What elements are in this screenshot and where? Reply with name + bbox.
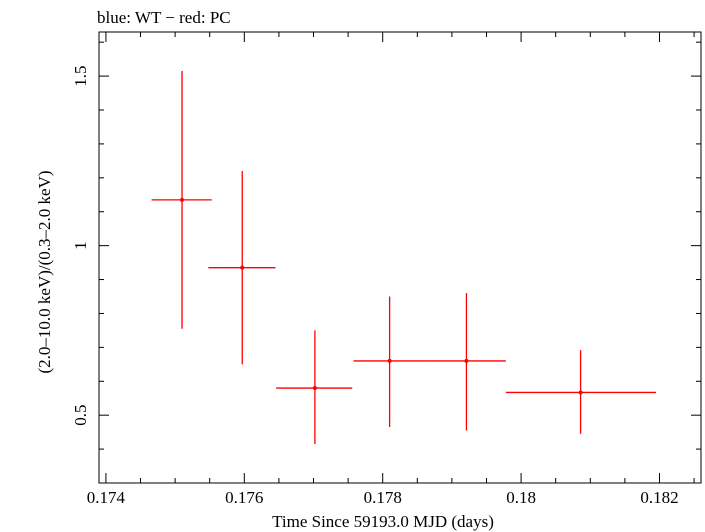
data-point-group <box>151 70 212 329</box>
data-point <box>240 265 245 270</box>
data-point-group <box>208 171 276 365</box>
data-point <box>312 386 317 391</box>
data-point <box>387 358 392 363</box>
x-tick-label: 0.18 <box>506 488 536 507</box>
y-tick-label: 0.5 <box>71 405 90 426</box>
chart-legend-title: blue: WT − red: PC <box>97 8 231 27</box>
x-axis-title: Time Since 59193.0 MJD (days) <box>272 512 494 531</box>
y-tick-label: 1 <box>71 241 90 250</box>
x-tick-label: 0.176 <box>225 488 263 507</box>
data-point-group <box>505 350 657 434</box>
data-point-group <box>426 293 506 431</box>
data-point-group <box>276 330 353 445</box>
data-point <box>464 358 469 363</box>
y-tick-label: 1.5 <box>71 65 90 86</box>
y-axis-ticks: 0.5 1 1.5 <box>71 41 701 484</box>
x-tick-label: 0.178 <box>364 488 402 507</box>
plot-area-frame <box>98 31 702 484</box>
data-point-group <box>353 296 427 428</box>
x-tick-label: 0.174 <box>87 488 126 507</box>
data-point <box>578 390 583 395</box>
x-tick-label: 0.182 <box>640 488 678 507</box>
data-layer <box>151 70 657 445</box>
x-axis-ticks: 0.174 0.176 0.178 0.18 0.182 <box>87 32 695 507</box>
y-axis-title: (2.0–10.0 keV)/(0.3–2.0 keV) <box>35 170 54 373</box>
data-point <box>180 197 185 202</box>
